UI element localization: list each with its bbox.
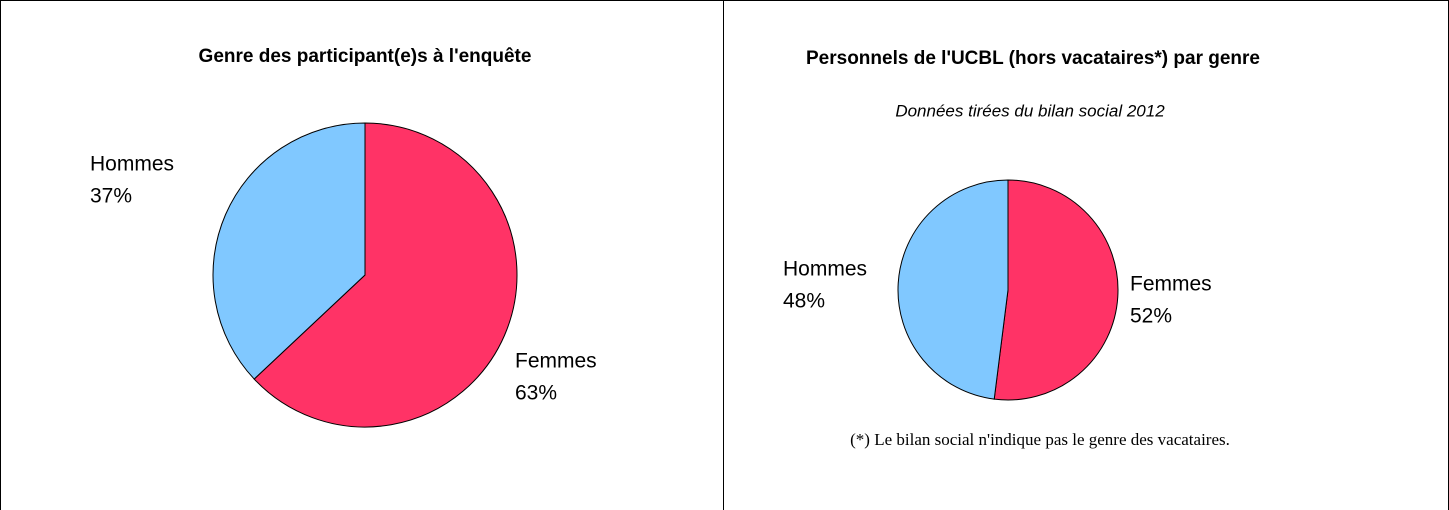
slice-value: 52% xyxy=(1130,305,1172,328)
slice-label: Femmes xyxy=(515,350,597,373)
pie-slice xyxy=(212,122,366,380)
slice-label: Hommes xyxy=(783,258,867,281)
footnote: (*) Le bilan social n'indique pas le gen… xyxy=(850,430,1230,449)
slice-label: Hommes xyxy=(90,153,174,176)
chart-subtitle: Données tirées du bilan social 2012 xyxy=(895,101,1165,120)
slice-label: Femmes xyxy=(1130,273,1212,296)
pie-slice xyxy=(897,179,1009,400)
chart-title: Genre des participant(e)s à l'enquête xyxy=(199,46,532,67)
pie-slice xyxy=(993,179,1119,401)
pie-slice xyxy=(253,122,518,428)
slice-value: 37% xyxy=(90,185,132,208)
slice-value: 48% xyxy=(783,290,825,313)
chart-title: Personnels de l'UCBL (hors vacataires*) … xyxy=(806,48,1260,69)
slice-value: 63% xyxy=(515,382,557,405)
